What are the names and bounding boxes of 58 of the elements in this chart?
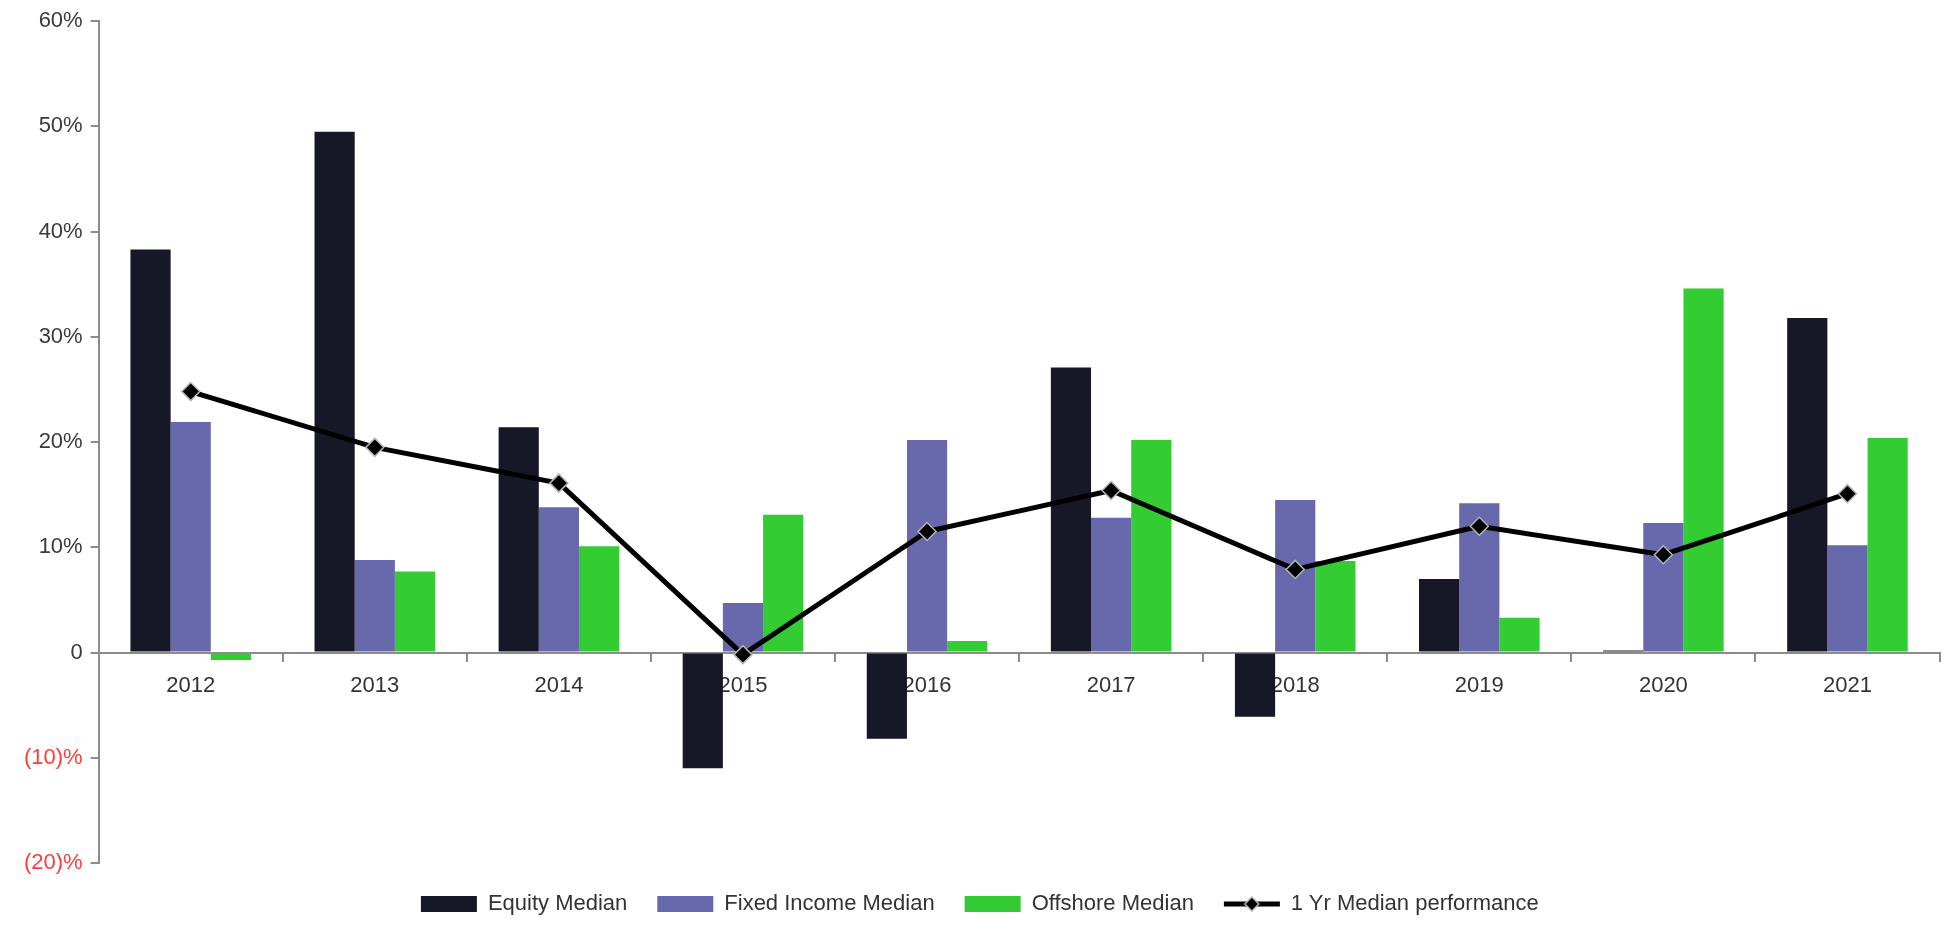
y-tick-label: (10)% <box>24 743 83 769</box>
legend-label: Fixed Income Median <box>724 890 935 916</box>
bar <box>314 131 355 652</box>
point <box>1653 544 1674 565</box>
point <box>1837 483 1858 504</box>
bar <box>1827 545 1868 652</box>
bar <box>1683 288 1724 652</box>
bar <box>170 422 211 652</box>
bar <box>763 514 804 652</box>
bar <box>947 640 988 652</box>
x-tick-label: 2017 <box>1086 671 1136 697</box>
y-tick-label: 30% <box>38 322 83 348</box>
bar <box>578 546 620 652</box>
x-tick-label: 2019 <box>1454 671 1504 697</box>
bar <box>1499 617 1540 652</box>
bar <box>866 653 907 739</box>
bar <box>1315 561 1356 652</box>
y-tick-label: 10% <box>38 533 83 559</box>
bar <box>1050 367 1092 652</box>
x-tick-label: 2021 <box>1822 671 1872 697</box>
point <box>1469 516 1490 537</box>
point <box>180 381 201 402</box>
bar <box>130 249 171 652</box>
bar <box>682 653 723 769</box>
point <box>1285 559 1305 580</box>
bar <box>538 507 579 652</box>
x-tick-label: 2013 <box>350 671 400 697</box>
bar <box>1419 578 1460 652</box>
bar <box>1867 437 1908 652</box>
bar <box>1643 523 1684 652</box>
point <box>365 437 385 458</box>
bar <box>1275 499 1316 652</box>
bar <box>354 559 395 652</box>
x-tick-label: 2020 <box>1638 671 1688 697</box>
bar <box>210 653 252 660</box>
y-tick-label: (20)% <box>24 849 83 875</box>
bar <box>394 571 436 652</box>
y-tick-label: 50% <box>38 112 83 138</box>
legend-label: Equity Median <box>487 890 628 916</box>
point <box>733 644 753 665</box>
bar <box>498 427 539 652</box>
point <box>549 473 569 493</box>
legend-label: Offshore Median <box>1031 890 1194 916</box>
bar <box>1234 653 1276 717</box>
point <box>917 521 937 542</box>
bar <box>1091 517 1132 652</box>
x-tick-label: 2014 <box>534 671 584 697</box>
bar <box>906 440 948 652</box>
y-tick-label: 40% <box>38 217 83 243</box>
legend-label: 1 Yr Median performance <box>1290 890 1539 916</box>
y-tick-label: 20% <box>38 428 83 454</box>
point <box>1101 480 1121 501</box>
bar <box>1459 503 1500 652</box>
y-tick-label: 60% <box>38 7 83 33</box>
y-tick-label: 0 <box>70 638 83 664</box>
bar <box>1787 317 1828 652</box>
bar <box>1131 440 1172 652</box>
x-tick-label: 2012 <box>166 671 216 697</box>
